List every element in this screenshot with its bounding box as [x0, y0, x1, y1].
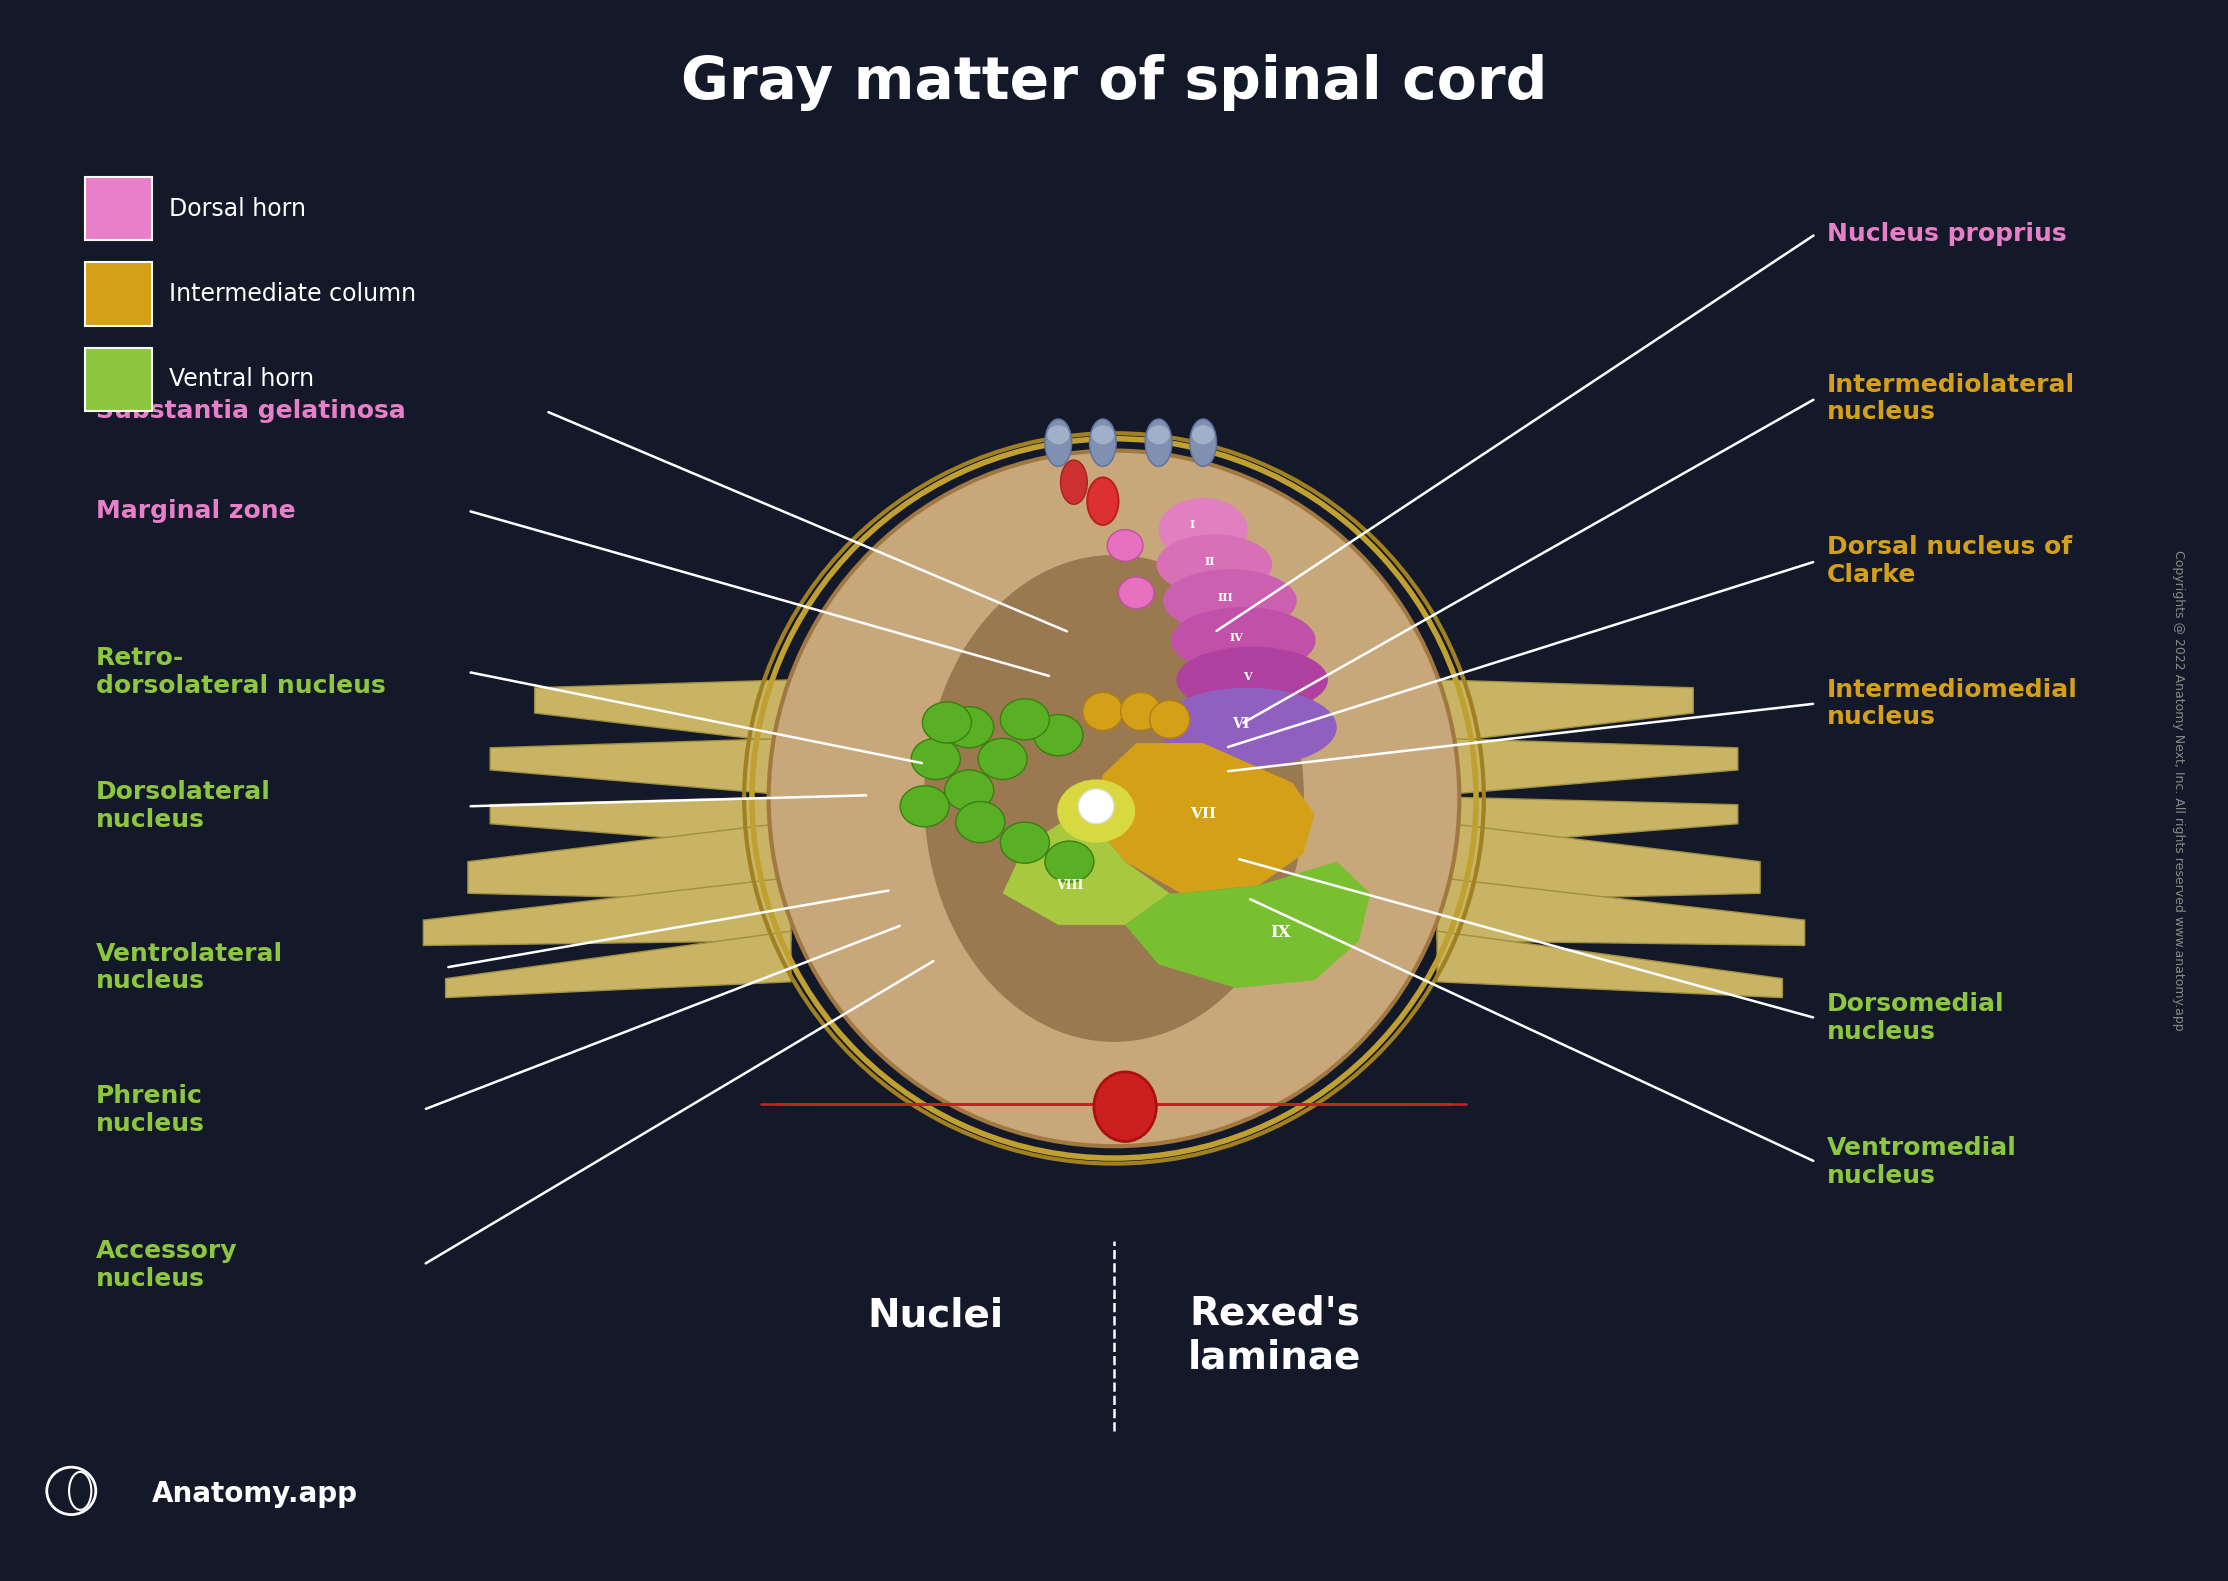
Text: VI: VI — [1232, 718, 1250, 730]
Ellipse shape — [956, 802, 1005, 843]
Text: Dorsolateral
nucleus: Dorsolateral nucleus — [96, 781, 270, 832]
Text: Accessory
nucleus: Accessory nucleus — [96, 1240, 238, 1290]
Polygon shape — [1437, 931, 1782, 998]
Text: IV: IV — [1230, 632, 1243, 642]
Ellipse shape — [1034, 715, 1083, 756]
Ellipse shape — [1159, 498, 1248, 561]
Text: III: III — [1216, 593, 1234, 602]
Text: Dorsomedial
nucleus: Dorsomedial nucleus — [1827, 993, 2005, 1043]
Text: Ventral horn: Ventral horn — [169, 367, 314, 392]
Text: Retro-
dorsolateral nucleus: Retro- dorsolateral nucleus — [96, 647, 385, 697]
Text: VII: VII — [1190, 808, 1216, 821]
Text: Marginal zone: Marginal zone — [96, 498, 296, 523]
Ellipse shape — [1056, 779, 1134, 843]
Text: Dorsal horn: Dorsal horn — [169, 196, 305, 221]
Text: Nuclei: Nuclei — [867, 1296, 1005, 1334]
Ellipse shape — [769, 451, 1459, 1146]
Text: Copyrights @ 2022 Anatomy Next, Inc. All rights reserved www.anatomy.app: Copyrights @ 2022 Anatomy Next, Inc. All… — [2172, 550, 2186, 1031]
Ellipse shape — [1192, 425, 1214, 444]
Ellipse shape — [1083, 692, 1123, 730]
Ellipse shape — [1000, 699, 1049, 740]
Ellipse shape — [922, 702, 971, 743]
Bar — [85, 177, 152, 240]
Ellipse shape — [1107, 530, 1143, 561]
Ellipse shape — [911, 738, 960, 779]
Ellipse shape — [1047, 425, 1069, 444]
Ellipse shape — [1087, 477, 1118, 525]
Text: Anatomy.app: Anatomy.app — [152, 1480, 356, 1508]
Ellipse shape — [1094, 1072, 1156, 1141]
Text: X: X — [1092, 802, 1101, 811]
Ellipse shape — [1159, 688, 1337, 767]
Ellipse shape — [1078, 789, 1114, 824]
Text: V: V — [1243, 672, 1252, 681]
Text: Nucleus proprius: Nucleus proprius — [1827, 221, 2068, 247]
Polygon shape — [1125, 862, 1370, 988]
Polygon shape — [490, 797, 791, 847]
Ellipse shape — [1172, 607, 1317, 674]
Ellipse shape — [945, 770, 994, 811]
Text: Phrenic
nucleus: Phrenic nucleus — [96, 1085, 205, 1135]
Polygon shape — [1437, 877, 1805, 945]
Ellipse shape — [1045, 419, 1072, 466]
Polygon shape — [1437, 797, 1738, 847]
Ellipse shape — [1176, 647, 1328, 713]
Ellipse shape — [1121, 692, 1161, 730]
Text: Ventromedial
nucleus: Ventromedial nucleus — [1827, 1137, 2016, 1187]
Ellipse shape — [978, 738, 1027, 779]
Ellipse shape — [900, 786, 949, 827]
Text: Ventrolateral
nucleus: Ventrolateral nucleus — [96, 942, 283, 993]
Polygon shape — [1437, 680, 1693, 743]
Ellipse shape — [1089, 419, 1116, 466]
Ellipse shape — [945, 707, 994, 748]
Ellipse shape — [1150, 700, 1190, 738]
Bar — [85, 262, 152, 326]
Polygon shape — [446, 931, 791, 998]
Polygon shape — [468, 822, 791, 901]
Ellipse shape — [1045, 841, 1094, 882]
Text: II: II — [1205, 557, 1214, 566]
Ellipse shape — [1000, 822, 1049, 863]
Text: Rexed's
laminae: Rexed's laminae — [1188, 1295, 1361, 1377]
Polygon shape — [1003, 817, 1170, 925]
Bar — [85, 348, 152, 411]
Ellipse shape — [1061, 460, 1087, 504]
Ellipse shape — [1145, 419, 1172, 466]
Polygon shape — [1092, 743, 1315, 893]
Text: Gray matter of spinal cord: Gray matter of spinal cord — [682, 54, 1546, 111]
Text: Intermediolateral
nucleus: Intermediolateral nucleus — [1827, 373, 2074, 424]
Ellipse shape — [1163, 569, 1297, 632]
Polygon shape — [423, 877, 791, 945]
Polygon shape — [1437, 738, 1738, 795]
Ellipse shape — [925, 555, 1303, 1042]
Polygon shape — [490, 738, 791, 795]
Ellipse shape — [1147, 425, 1170, 444]
Ellipse shape — [1190, 419, 1216, 466]
Ellipse shape — [1092, 425, 1114, 444]
Text: Intermediomedial
nucleus: Intermediomedial nucleus — [1827, 678, 2079, 729]
Text: Substantia gelatinosa: Substantia gelatinosa — [96, 398, 405, 424]
Text: VIII: VIII — [1056, 879, 1083, 892]
Text: IX: IX — [1270, 925, 1292, 941]
Polygon shape — [535, 680, 791, 743]
Ellipse shape — [1118, 577, 1154, 609]
Text: Dorsal nucleus of
Clarke: Dorsal nucleus of Clarke — [1827, 536, 2072, 587]
Text: I: I — [1190, 520, 1194, 530]
Ellipse shape — [1156, 534, 1272, 594]
Text: Intermediate column: Intermediate column — [169, 281, 417, 307]
Polygon shape — [1437, 822, 1760, 901]
